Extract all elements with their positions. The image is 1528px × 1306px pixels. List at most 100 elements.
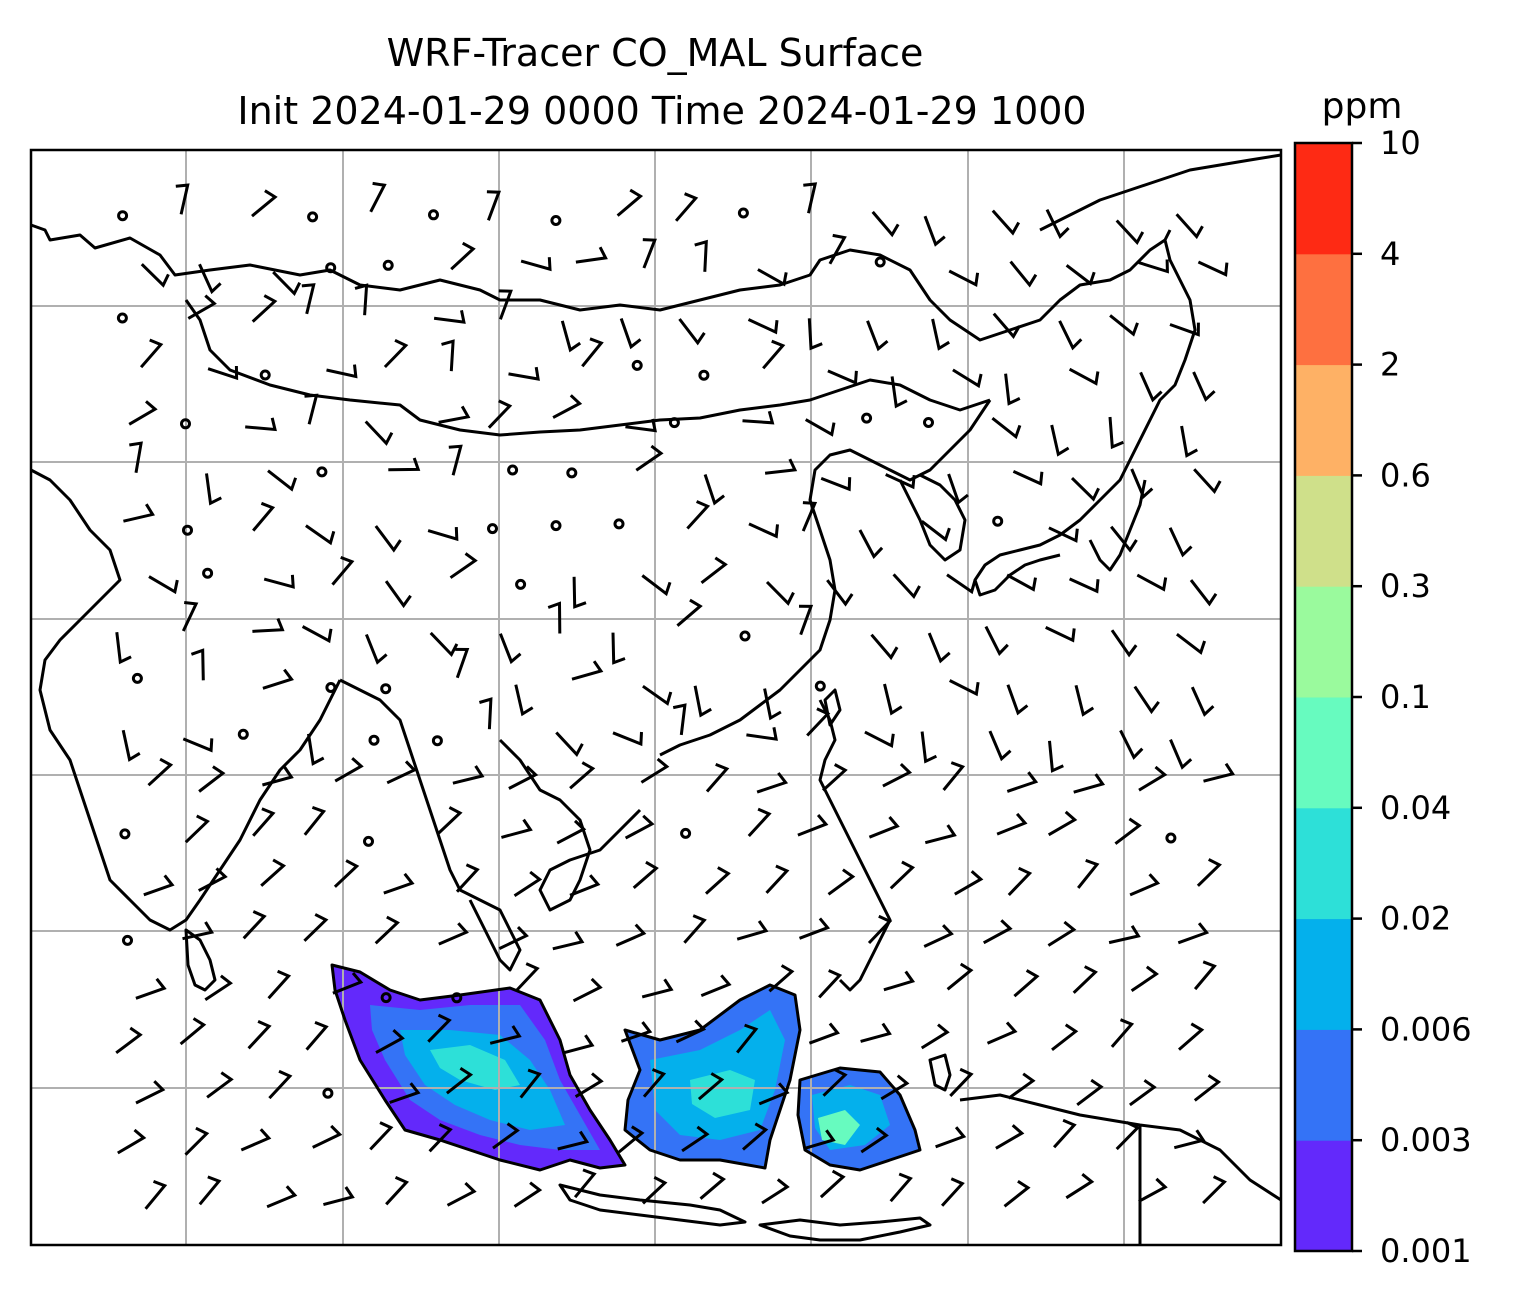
wind-barb (611, 632, 626, 665)
wind-barb (642, 238, 657, 269)
wind-barb (765, 580, 795, 606)
wind-barb (1006, 771, 1039, 793)
wind-barb (498, 289, 513, 320)
wind-barb (797, 814, 829, 837)
wind-barb (262, 668, 294, 690)
wind-barb (992, 312, 1021, 339)
wind-barb (949, 1067, 974, 1097)
colorbar-tick-label: 0.1 (1380, 678, 1431, 716)
wind-barb (508, 765, 539, 790)
wind-barb (1193, 960, 1217, 991)
colorbar-unit-label: ppm (1322, 86, 1403, 127)
wind-barb (996, 812, 1028, 836)
wind-barb (1202, 1175, 1227, 1205)
wind-barb (697, 1072, 725, 1101)
wind-barb (820, 477, 852, 492)
wind-barb (624, 814, 655, 840)
wind-barb (757, 268, 788, 287)
wind-barb (147, 757, 174, 787)
wind-barb (331, 555, 355, 586)
wind-barb (642, 1068, 667, 1098)
wind-barb (703, 474, 726, 506)
wind-barb (632, 860, 659, 890)
wind-barb (560, 320, 582, 353)
wind-barb (675, 1019, 707, 1044)
wind-barb (301, 283, 316, 315)
wind-barb (986, 1021, 1018, 1045)
wind-barb (1173, 1129, 1206, 1150)
wind-barb (1048, 526, 1079, 543)
wind-barb (247, 1020, 272, 1050)
colorbar-segments (1295, 143, 1352, 1252)
wind-barb (252, 618, 285, 633)
wind-calm-marker (739, 630, 751, 642)
colorbar-tick-label: 0.006 (1380, 1010, 1472, 1048)
wind-barb (804, 1129, 836, 1150)
wind-barb (642, 684, 673, 706)
wind-calm-marker (487, 523, 498, 535)
wind-barb (768, 964, 795, 993)
wind-barb (129, 441, 143, 473)
wind-calm-marker (668, 417, 680, 429)
wind-barb (427, 527, 459, 542)
wind-barb (555, 731, 584, 757)
wind-barb (1197, 260, 1229, 277)
wind-barb (871, 210, 900, 238)
coastline-japan (973, 229, 1197, 597)
wind-barb (187, 294, 217, 320)
wind-barb (762, 339, 786, 370)
wind-barb (1169, 322, 1200, 337)
wind-barb (492, 1122, 520, 1150)
map-frame (29, 148, 1283, 1247)
wind-barb (301, 625, 333, 644)
wind-barb (1065, 264, 1096, 286)
wind-barb (883, 970, 916, 992)
wind-barb (1178, 1022, 1205, 1051)
wind-barb (266, 1185, 298, 1209)
wind-barb (828, 233, 847, 265)
wind-barb (1048, 740, 1064, 773)
wind-barb (251, 294, 278, 323)
wind-barb (323, 1186, 355, 1207)
wind-barb (942, 761, 966, 791)
wind-calm-marker (131, 672, 143, 684)
wind-barb (508, 366, 540, 381)
wind-barb (867, 914, 893, 945)
wind-calm-marker (380, 992, 392, 1004)
wind-barb (1175, 213, 1204, 240)
wind-barb (864, 730, 895, 748)
wind-barb (115, 632, 132, 665)
wind-barb (175, 183, 190, 215)
wind-barb (478, 697, 493, 730)
wind-barb (520, 257, 552, 272)
wind-barb (612, 731, 643, 747)
wind-calm-marker (325, 262, 337, 274)
wind-barb (883, 683, 903, 716)
wind-barb (705, 763, 730, 793)
wind-barb (1114, 817, 1142, 845)
tracer-shading (332, 965, 920, 1170)
wind-calm-marker (451, 992, 463, 1004)
wind-barb (272, 271, 302, 297)
wind-barb (991, 209, 1021, 236)
wind-barb (184, 1126, 210, 1156)
wind-barb (252, 501, 276, 532)
wind-barb (198, 1175, 222, 1206)
wind-barb (920, 1023, 950, 1050)
wind-barb (765, 864, 790, 894)
wind-barb (1193, 468, 1222, 495)
wind-barb (870, 633, 899, 661)
wind-barb (858, 529, 884, 560)
coastline-sri-lanka (184, 928, 217, 992)
wind-barb (935, 1126, 967, 1149)
wind-barb (748, 522, 779, 539)
wind-barb (455, 863, 480, 893)
wind-calm-marker (325, 682, 337, 693)
wind-calm-marker (382, 259, 394, 271)
wind-barb (1138, 765, 1168, 792)
wind-calm-marker (368, 734, 380, 746)
wind-barb (803, 182, 818, 214)
wind-barb (121, 729, 141, 762)
colorbar-segment (1295, 807, 1352, 920)
wind-barb (988, 730, 1012, 762)
